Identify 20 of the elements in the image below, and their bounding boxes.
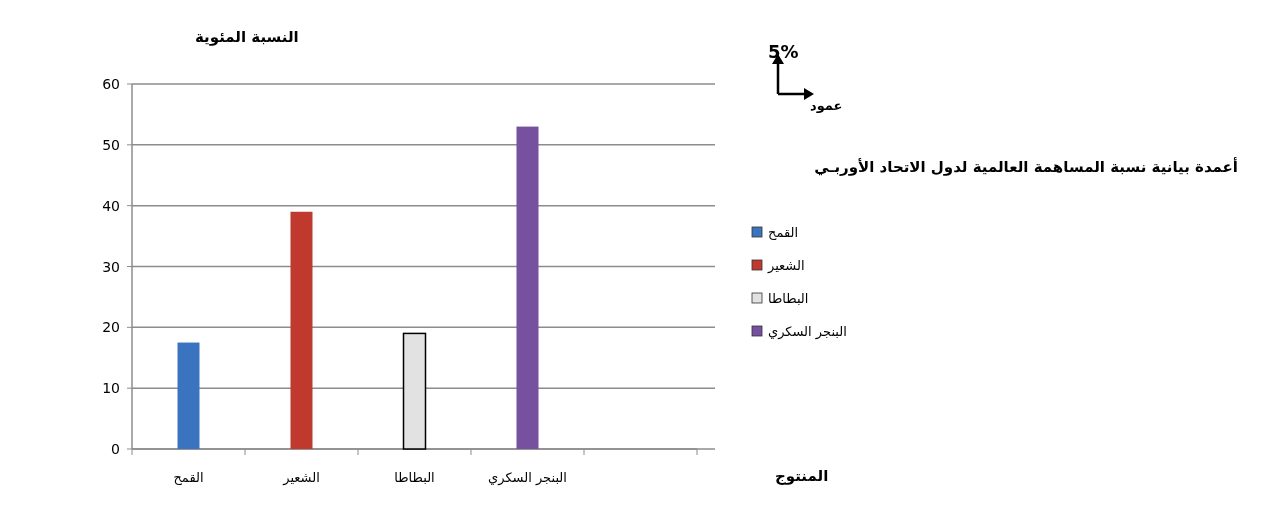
y-tick-label: 40 [102,197,120,214]
x-axis-title: المنتوج [775,467,829,485]
y-tick-label: 50 [102,136,120,153]
text: أعمدة بيانية نسبة المساهمة العالمية لدول الاتحاد الأوربـي [814,157,1238,176]
text: 5% [768,41,799,62]
legend-label: القمح [768,225,799,241]
y-tick-label: 60 [102,76,120,92]
x-tick-label: الشعير [282,470,320,486]
legend-label: البطاطا [768,291,809,306]
x-tick-label: البطاطا [394,470,435,485]
x-tick-label: البنجر السكري [488,470,567,486]
legend-label: البنجر السكري [768,324,847,340]
y-tick-label: 10 [102,380,120,397]
y-tick-label: 20 [102,319,120,336]
y-tick-label: 0 [111,441,120,457]
legend-label: الشعير [767,258,805,274]
text: عمود [810,98,843,113]
x-tick-label: القمح [173,470,204,486]
y-tick-label: 30 [102,258,120,275]
y-axis-title: النسبة المئوية [195,28,299,46]
